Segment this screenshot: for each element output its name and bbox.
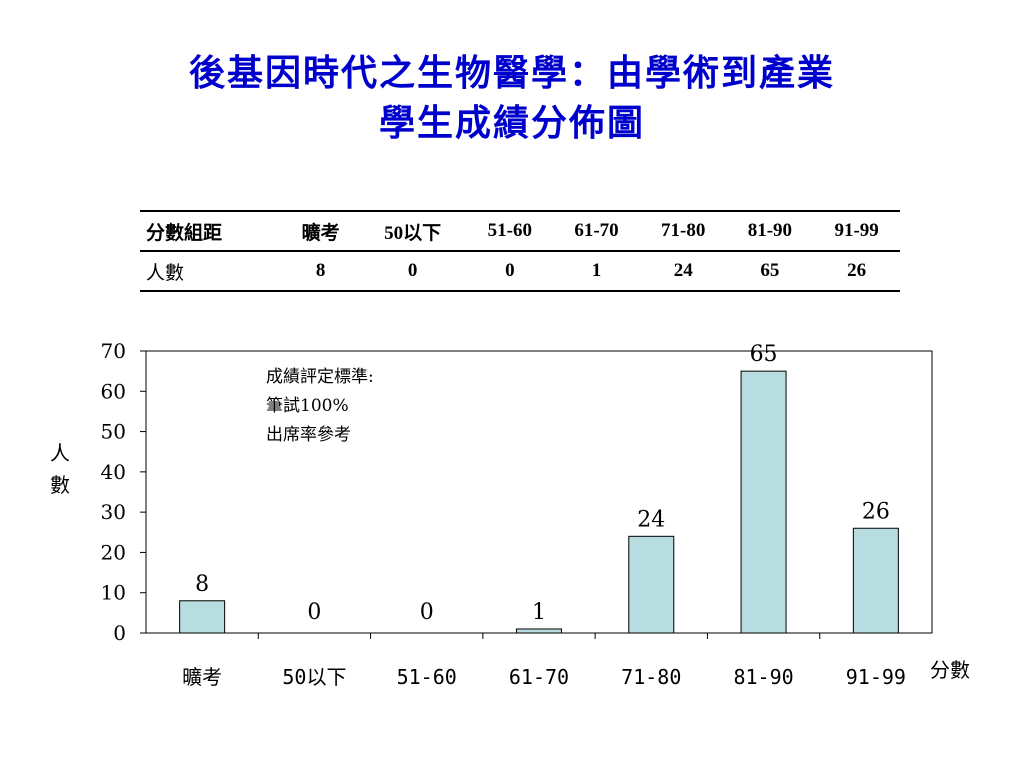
y-tick-label: 40 <box>101 460 126 484</box>
grading-note-line1: 成績評定標準: <box>266 367 374 387</box>
y-tick-label: 10 <box>101 581 126 605</box>
y-tick-label: 50 <box>101 420 126 444</box>
bar-value-label: 8 <box>195 572 209 597</box>
y-tick-label: 20 <box>101 540 126 564</box>
row-label: 人數 <box>146 261 185 284</box>
y-tick-label: 0 <box>113 621 126 645</box>
x-category-label: 50以下 <box>282 665 346 689</box>
table-cell: 26 <box>847 260 867 281</box>
table-cell: 8 <box>315 260 326 281</box>
column-header: 61-70 <box>574 220 619 241</box>
x-category-label: 曠考 <box>182 665 222 689</box>
grading-note-line2: 筆試100% <box>266 396 349 416</box>
grading-note-line3: 出席率參考 <box>266 425 351 445</box>
x-category-label: 71-80 <box>621 665 681 689</box>
bar <box>852 527 899 634</box>
score-distribution-table: 分數組距 曠考 50以下 51-60 61-70 71-80 81-90 91-… <box>140 210 900 292</box>
column-header: 71-80 <box>661 220 706 241</box>
y-tick-label: 70 <box>101 339 126 363</box>
bar-value-label: 26 <box>862 499 890 524</box>
y-tick-label: 30 <box>101 500 126 524</box>
table-cell: 0 <box>407 260 418 281</box>
y-axis-title-char: 數 <box>50 473 70 497</box>
x-category-label: 51-60 <box>397 665 457 689</box>
bar-value-label: 0 <box>307 600 321 625</box>
bar <box>179 600 226 634</box>
y-tick-label: 60 <box>101 379 126 403</box>
x-category-label: 61-70 <box>509 665 569 689</box>
bar-value-label: 1 <box>532 600 546 625</box>
table-cell: 1 <box>591 260 602 281</box>
bar <box>516 628 562 634</box>
bar-value-label: 0 <box>420 600 434 625</box>
table-cell: 0 <box>505 260 515 281</box>
x-category-label: 91-99 <box>846 665 906 689</box>
bar-value-label: 24 <box>637 507 665 532</box>
column-header: 曠考 <box>301 222 340 244</box>
slide-title: 後基因時代之生物醫學：由學術到產業 <box>188 52 835 94</box>
plot-area <box>145 350 933 634</box>
column-header: 91-99 <box>834 220 879 241</box>
x-category-label: 81-90 <box>733 665 793 689</box>
table-row: 人數 8 0 0 1 24 65 26 <box>140 251 900 291</box>
x-axis-title: 分數 <box>930 658 970 682</box>
y-axis-title-char: 人 <box>50 441 70 465</box>
column-header: 81-90 <box>747 220 793 241</box>
bar <box>628 535 675 634</box>
table-cell: 24 <box>673 260 693 281</box>
bar <box>740 370 787 634</box>
bar-value-label: 65 <box>750 342 778 367</box>
header-label: 分數組距 <box>146 222 223 244</box>
table-header-row: 分數組距 曠考 50以下 51-60 61-70 71-80 81-90 91-… <box>140 211 900 251</box>
slide-subtitle: 學生成績分佈圖 <box>378 102 645 144</box>
column-header: 50以下 <box>384 222 442 244</box>
column-header: 51-60 <box>487 220 532 241</box>
table-cell: 65 <box>760 260 780 281</box>
